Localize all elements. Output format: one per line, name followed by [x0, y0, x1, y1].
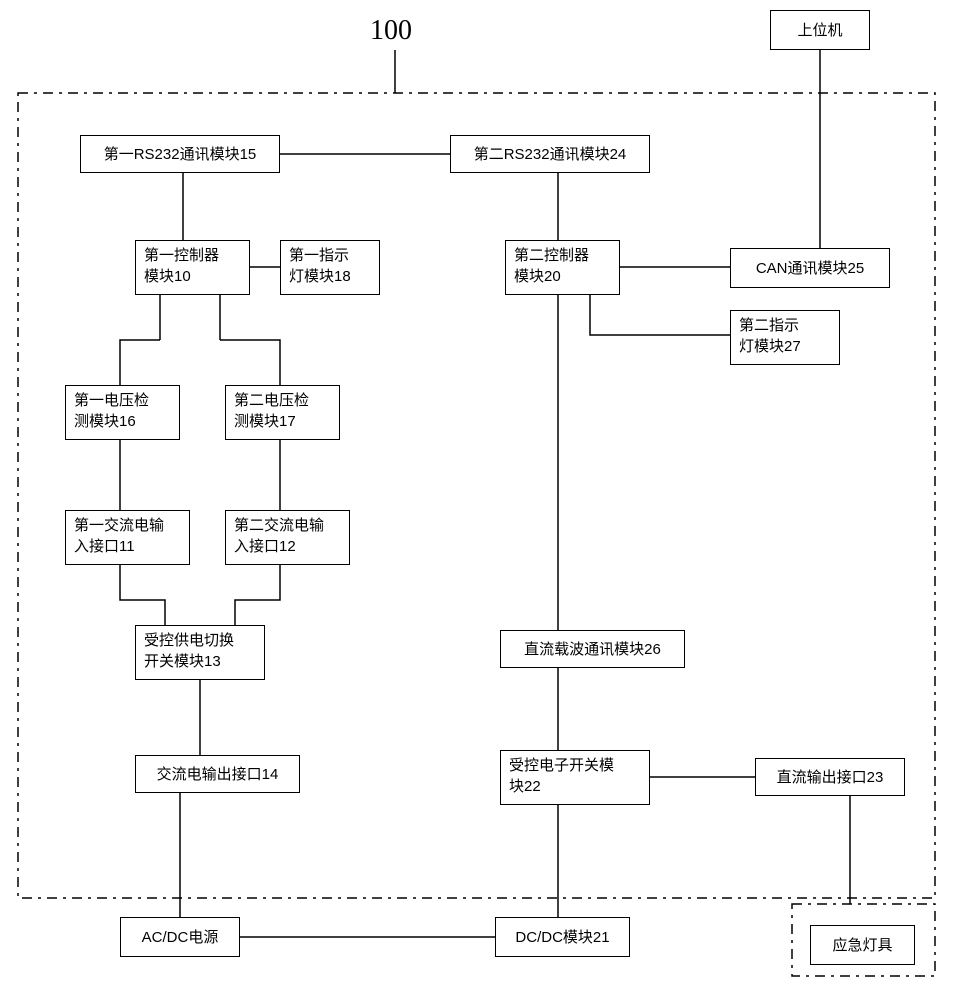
node-dcdc: DC/DC模块21	[495, 917, 630, 957]
label: 受控电子开关模 块22	[509, 755, 614, 797]
node-ctrl1: 第一控制器 模块10	[135, 240, 250, 295]
node-acin2: 第二交流电输 入接口12	[225, 510, 350, 565]
label: 交流电输出接口14	[157, 764, 279, 785]
node-acdc: AC/DC电源	[120, 917, 240, 957]
label: 第二电压检 测模块17	[234, 390, 309, 432]
diagram-canvas: 100	[0, 0, 953, 1000]
node-vdet2: 第二电压检 测模块17	[225, 385, 340, 440]
label: 第二控制器 模块20	[514, 245, 589, 287]
diagram-id: 100	[370, 15, 412, 47]
label: 第一交流电输 入接口11	[74, 515, 164, 557]
label: 上位机	[797, 20, 842, 41]
node-led2: 第二指示 灯模块27	[730, 310, 840, 365]
label: 应急灯具	[832, 935, 892, 956]
label: DC/DC模块21	[515, 927, 609, 948]
node-vdet1: 第一电压检 测模块16	[65, 385, 180, 440]
node-acout: 交流电输出接口14	[135, 755, 300, 793]
label: 直流载波通讯模块26	[524, 639, 661, 660]
node-rs232-2: 第二RS232通讯模块24	[450, 135, 650, 173]
node-host-pc: 上位机	[770, 10, 870, 50]
label: AC/DC电源	[142, 927, 219, 948]
node-led1: 第一指示 灯模块18	[280, 240, 380, 295]
node-dcout: 直流输出接口23	[755, 758, 905, 796]
label: 第一指示 灯模块18	[289, 245, 351, 287]
node-acin1: 第一交流电输 入接口11	[65, 510, 190, 565]
node-lamp: 应急灯具	[810, 925, 915, 965]
label: 直流输出接口23	[777, 767, 884, 788]
node-dc-carrier: 直流载波通讯模块26	[500, 630, 685, 668]
node-can: CAN通讯模块25	[730, 248, 890, 288]
label: 第二交流电输 入接口12	[234, 515, 324, 557]
label: 第一RS232通讯模块15	[104, 144, 257, 165]
node-switch: 受控供电切换 开关模块13	[135, 625, 265, 680]
label: 受控供电切换 开关模块13	[144, 630, 234, 672]
label: 第二RS232通讯模块24	[474, 144, 627, 165]
label: 第一控制器 模块10	[144, 245, 219, 287]
label: CAN通讯模块25	[756, 258, 864, 279]
label: 第一电压检 测模块16	[74, 390, 149, 432]
label: 第二指示 灯模块27	[739, 315, 801, 357]
node-ctrl2: 第二控制器 模块20	[505, 240, 620, 295]
node-rs232-1: 第一RS232通讯模块15	[80, 135, 280, 173]
node-esw: 受控电子开关模 块22	[500, 750, 650, 805]
